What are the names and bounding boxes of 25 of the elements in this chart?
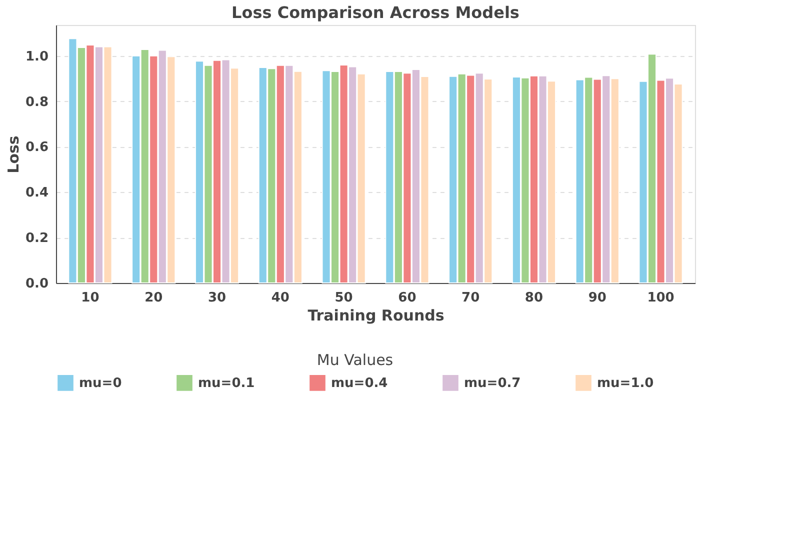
chart-title: Loss Comparison Across Models [232,3,520,22]
y-tick-label: 1.0 [25,49,48,64]
x-axis-title: Training Rounds [308,306,444,324]
x-tick-label: 20 [144,290,163,306]
y-tick-label: 0.0 [25,276,48,292]
y-tick-label: 0.4 [25,186,48,201]
x-tick-label: 60 [398,290,416,306]
legend-label: mu=0.4 [331,376,388,391]
x-tick-label: 50 [334,290,353,306]
y-tick-label: 0.8 [25,94,48,110]
x-tick-label: 80 [524,290,544,306]
x-tick-label: 40 [271,290,290,306]
x-tick-label: 90 [588,290,606,306]
legend-label: mu=0.1 [198,376,255,391]
y-axis-title: Loss [4,136,22,174]
x-tick-label: 70 [462,290,480,306]
x-tick-label: 30 [208,290,226,306]
x-tick-label: 100 [647,290,674,306]
legend-label: mu=0.7 [464,376,521,391]
legend-title: Mu Values [316,351,394,369]
legend-label: mu=0 [79,376,122,391]
x-tick-label: 10 [81,290,100,306]
y-tick-label: 0.6 [25,140,48,156]
legend-label: mu=1.0 [597,376,654,391]
y-tick-label: 0.2 [25,231,48,246]
